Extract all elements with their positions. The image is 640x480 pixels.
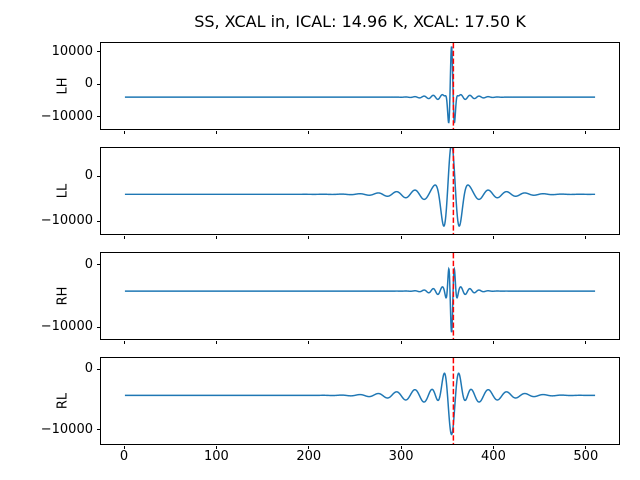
x-tick-label: 0 — [119, 449, 129, 464]
x-tick-mark — [400, 340, 402, 344]
waveform-plot-rh — [124, 253, 596, 339]
y-tick-label: −10000 — [40, 319, 93, 335]
y-tick-labels: 0 −10000 — [0, 252, 93, 340]
y-tick-mark — [96, 326, 100, 328]
x-tick-mark — [308, 340, 310, 344]
y-tick-mark — [96, 116, 100, 118]
subplot-ll: LL 0 −10000 — [0, 147, 640, 239]
y-tick-labels: 0 −10000 — [0, 357, 93, 445]
axes-rh — [100, 252, 620, 340]
signal-line — [124, 372, 596, 436]
axes-rl — [100, 357, 620, 445]
waveform-plot-rl — [124, 358, 596, 444]
x-tick-mark — [215, 445, 217, 449]
x-tick-mark — [492, 235, 494, 239]
y-tick-label: 10000 — [51, 43, 93, 59]
x-tick-mark — [400, 445, 402, 449]
x-tick-mark — [123, 445, 125, 449]
subplot-lh: LH 10000 0 −10000 — [0, 42, 640, 134]
y-tick-mark — [96, 83, 100, 85]
x-tick-mark — [308, 130, 310, 134]
y-tick-label: 0 — [84, 76, 93, 92]
y-tick-labels: 10000 0 −10000 — [0, 42, 93, 130]
x-tick-label: 400 — [481, 449, 506, 464]
waveform-plot-ll — [124, 148, 596, 234]
subplot-rl: RL 0 −10000 — [0, 357, 640, 449]
x-tick-mark — [123, 235, 125, 239]
axes-lh — [100, 42, 620, 130]
y-tick-mark — [96, 368, 100, 370]
x-tick-mark — [492, 130, 494, 134]
y-tick-mark — [96, 175, 100, 177]
x-tick-mark — [400, 130, 402, 134]
axes-ll — [100, 147, 620, 235]
x-tick-mark — [492, 340, 494, 344]
x-tick-label: 100 — [203, 449, 229, 464]
y-tick-label: 0 — [84, 256, 93, 272]
subplot-rh: RH 0 −10000 — [0, 252, 640, 344]
x-tick-mark — [585, 235, 587, 239]
chart-title: SS, XCAL in, ICAL: 14.96 K, XCAL: 17.50 … — [194, 12, 526, 31]
y-tick-label: −10000 — [40, 108, 93, 124]
x-tick-mark — [123, 340, 125, 344]
y-tick-mark — [96, 220, 100, 222]
y-tick-label: −10000 — [40, 421, 93, 437]
y-tick-label: 0 — [84, 361, 93, 377]
signal-line — [124, 266, 596, 333]
x-tick-mark — [492, 445, 494, 449]
y-tick-mark — [96, 264, 100, 266]
x-tick-label: 500 — [573, 449, 599, 464]
x-tick-mark — [585, 340, 587, 344]
y-tick-label: 0 — [84, 168, 93, 184]
x-tick-labels: 0 100 200 300 400 500 — [0, 450, 640, 466]
x-tick-mark — [585, 445, 587, 449]
x-tick-label: 200 — [296, 449, 322, 464]
y-tick-mark — [96, 51, 100, 53]
x-tick-mark — [215, 130, 217, 134]
x-tick-mark — [215, 340, 217, 344]
y-tick-labels: 0 −10000 — [0, 147, 93, 235]
x-tick-mark — [123, 130, 125, 134]
x-tick-mark — [400, 235, 402, 239]
y-tick-mark — [96, 429, 100, 431]
signal-line — [124, 46, 596, 124]
waveform-plot-lh — [124, 43, 596, 129]
signal-line — [124, 148, 596, 227]
x-tick-mark — [308, 445, 310, 449]
x-tick-label: 300 — [388, 449, 414, 464]
x-tick-mark — [215, 235, 217, 239]
y-tick-label: −10000 — [40, 213, 93, 229]
x-tick-mark — [308, 235, 310, 239]
x-tick-mark — [585, 130, 587, 134]
